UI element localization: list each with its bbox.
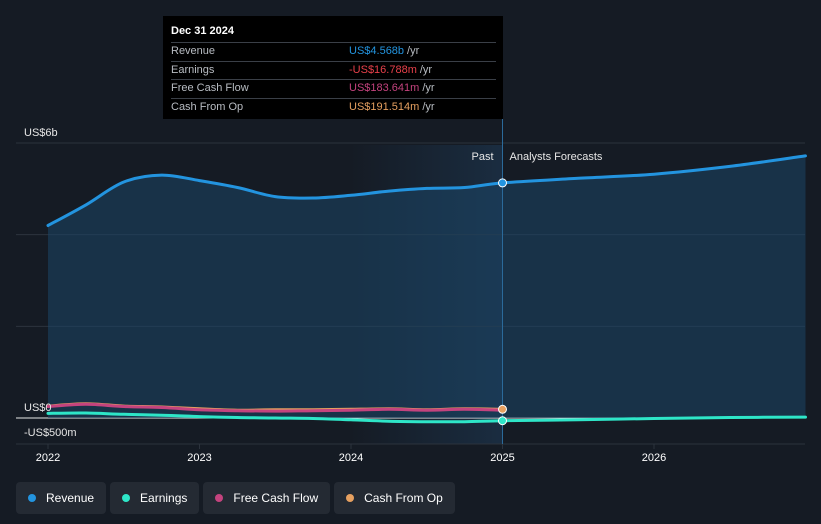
revenue-line — [46, 154, 807, 227]
legend-label: Free Cash Flow — [233, 491, 319, 505]
tooltip-row-cash-from-op: Cash From Op US$191.514m/yr — [171, 97, 496, 117]
x-tick-label: 2022 — [36, 452, 60, 464]
y-axis-zero-label: US$0 — [24, 402, 52, 414]
legend-dot-icon — [28, 494, 36, 502]
x-tick-label: 2026 — [642, 452, 666, 464]
legend-dot-icon — [122, 494, 131, 502]
cash-from-op-marker[interactable] — [498, 404, 507, 414]
tooltip-row-earnings: Earnings -US$16.788m/yr — [171, 60, 496, 80]
tooltip-row-unit: /yr — [407, 45, 420, 57]
data-tooltip: Dec 31 2024 Revenue US$4.568b/yr Earnings -… — [163, 16, 503, 119]
tooltip-row-value: US$4.568b — [349, 45, 405, 57]
x-tick-label: 2023 — [187, 452, 211, 464]
revenue-area — [48, 155, 806, 418]
tooltip-row-unit: /yr — [422, 82, 435, 94]
revenue-marker[interactable] — [498, 178, 507, 188]
legend-label: Cash From Op — [364, 491, 443, 505]
legend-dot-icon — [346, 494, 355, 502]
chart-legend: Revenue Earnings Free Cash Flow Cash From O… — [16, 482, 455, 514]
tooltip-row-label: Revenue — [171, 45, 216, 57]
legend-free-cash-flow[interactable]: Free Cash Flow — [203, 482, 331, 514]
tooltip-row-label: Cash From Op — [171, 100, 244, 113]
tooltip-row-value: US$183.641m — [349, 82, 420, 94]
tooltip-row-value: -US$16.788m — [349, 63, 417, 76]
tooltip-row-free-cash-flow: Free Cash Flow US$183.641m/yr — [171, 79, 496, 98]
legend-earnings[interactable]: Earnings — [110, 482, 200, 514]
past-label: Past — [471, 151, 493, 163]
legend-dot-icon — [215, 494, 224, 502]
y-axis-top-label: US$6b — [24, 127, 58, 139]
legend-label: Revenue — [46, 491, 95, 505]
tooltip-row-unit: /yr — [422, 100, 435, 113]
tooltip-row-unit: /yr — [419, 63, 433, 76]
legend-revenue[interactable]: Revenue — [16, 482, 107, 514]
earnings-marker[interactable] — [498, 416, 507, 426]
tooltip-row-revenue: Revenue US$4.568b/yr — [171, 42, 496, 61]
legend-label: Earnings — [140, 491, 188, 505]
legend-cash-from-op[interactable]: Cash From Op — [334, 482, 455, 514]
forecast-label: Analysts Forecasts — [510, 151, 603, 163]
x-tick-label: 2025 — [490, 452, 514, 464]
earnings-line — [46, 411, 807, 424]
y-axis-bottom-label: -US$500m — [24, 427, 77, 439]
tooltip-row-value: US$191.514m — [349, 100, 420, 113]
x-tick-label: 2024 — [339, 452, 363, 464]
free-cash-flow-line — [46, 402, 504, 413]
tooltip-date: Dec 31 2024 — [171, 25, 234, 37]
tooltip-row-label: Free Cash Flow — [171, 82, 249, 94]
tooltip-row-label: Earnings — [171, 63, 215, 76]
